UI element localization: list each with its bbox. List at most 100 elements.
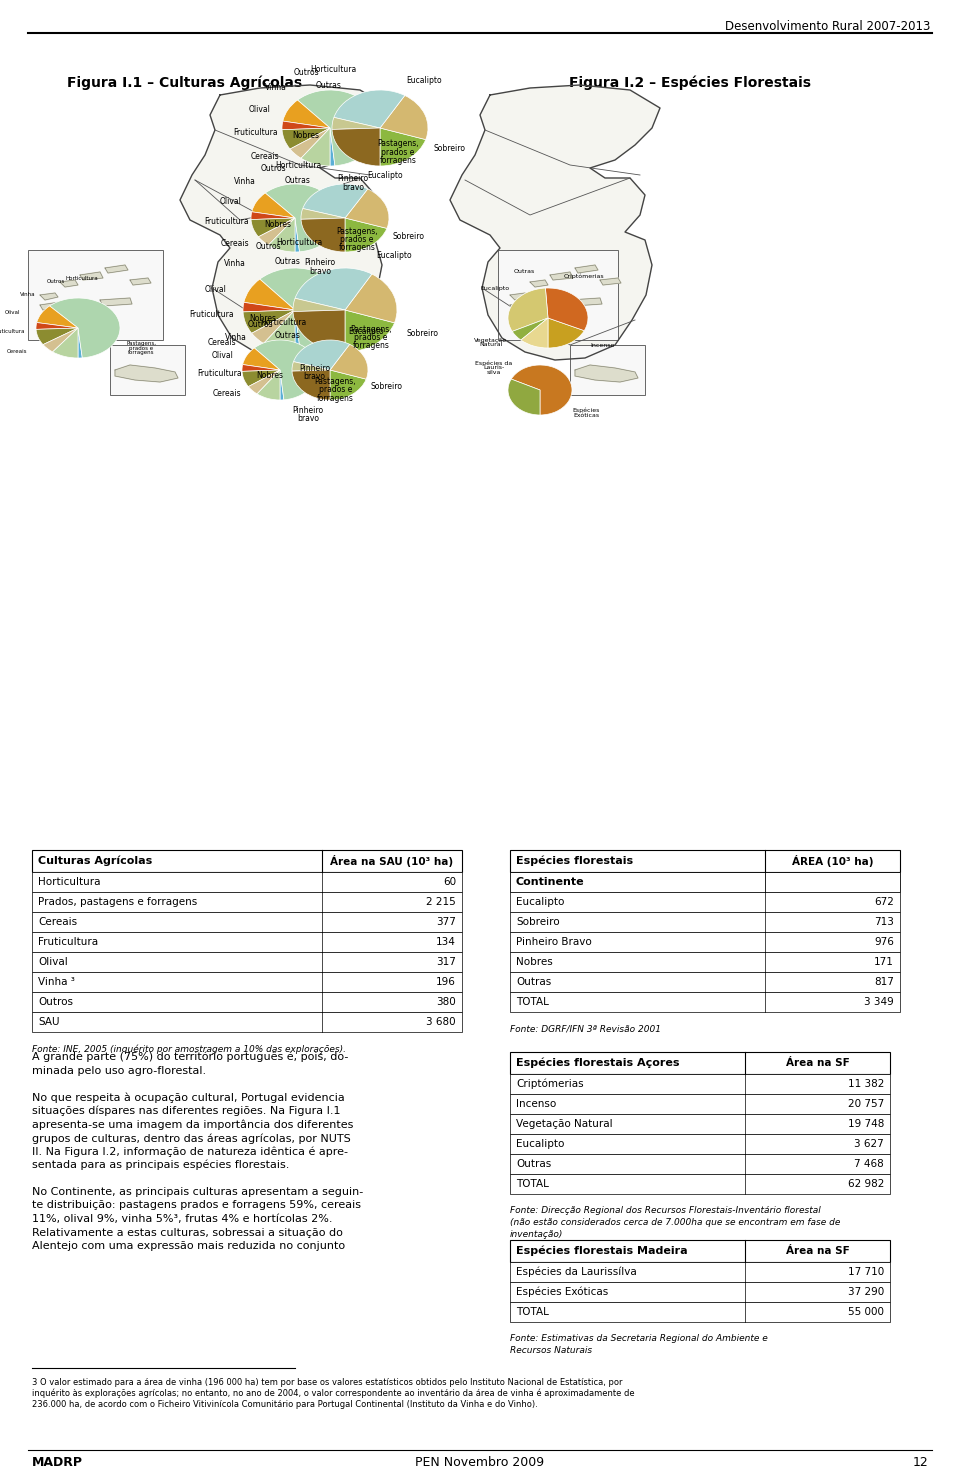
Text: Olival: Olival xyxy=(38,957,68,967)
Bar xyxy=(570,345,645,395)
Text: No Continente, as principais culturas apresentam a seguin-: No Continente, as principais culturas ap… xyxy=(32,1186,363,1197)
Text: Outros: Outros xyxy=(255,241,281,250)
Text: Olival: Olival xyxy=(211,351,233,360)
Text: Pastagens,
prados e
forragens: Pastagens, prados e forragens xyxy=(126,341,156,355)
Wedge shape xyxy=(301,218,345,252)
Wedge shape xyxy=(298,90,378,166)
Text: 3 O valor estimado para a área de vinha (196 000 ha) tem por base os valores est: 3 O valor estimado para a área de vinha … xyxy=(32,1377,622,1388)
Text: Eucalipto: Eucalipto xyxy=(481,286,510,290)
Text: Olival: Olival xyxy=(5,310,20,315)
Wedge shape xyxy=(508,379,540,415)
Bar xyxy=(32,912,462,932)
Wedge shape xyxy=(282,121,330,130)
Text: 171: 171 xyxy=(875,957,894,967)
Text: Fruticultura: Fruticultura xyxy=(197,369,242,378)
Polygon shape xyxy=(570,298,602,307)
Text: (não estão considerados cerca de 7.000ha que se encontram em fase de: (não estão considerados cerca de 7.000ha… xyxy=(510,1217,840,1226)
Bar xyxy=(510,1154,890,1174)
Bar xyxy=(28,250,163,341)
Text: Eucalipto: Eucalipto xyxy=(368,170,403,179)
Bar xyxy=(510,972,900,992)
Text: 817: 817 xyxy=(875,977,894,986)
Polygon shape xyxy=(530,280,548,287)
Text: Incenso: Incenso xyxy=(590,344,614,348)
Text: apresenta-se uma imagem da importância dos diferentes: apresenta-se uma imagem da importância d… xyxy=(32,1120,353,1130)
Bar xyxy=(510,1094,890,1114)
Text: Fruticultura: Fruticultura xyxy=(204,218,250,227)
Polygon shape xyxy=(130,278,151,284)
Wedge shape xyxy=(332,127,380,166)
Wedge shape xyxy=(545,287,588,330)
Wedge shape xyxy=(53,327,78,358)
Text: Área na SF: Área na SF xyxy=(785,1057,850,1068)
Text: Sobreiro: Sobreiro xyxy=(393,233,425,241)
Text: Pastagens,
prados e
forragens: Pastagens, prados e forragens xyxy=(350,324,392,351)
Text: sentada para as principais espécies florestais.: sentada para as principais espécies flor… xyxy=(32,1160,289,1170)
Text: Pastagens,
prados e
forragens: Pastagens, prados e forragens xyxy=(377,139,419,164)
Text: Continente: Continente xyxy=(516,877,585,887)
Text: Cereais: Cereais xyxy=(221,238,250,247)
Wedge shape xyxy=(252,310,295,344)
Text: Pinheiro Bravo: Pinheiro Bravo xyxy=(516,937,591,946)
Text: Espécies da
Lauris-
silva: Espécies da Lauris- silva xyxy=(475,360,513,375)
Wedge shape xyxy=(252,193,295,218)
Bar xyxy=(510,872,900,892)
Text: 37 290: 37 290 xyxy=(848,1287,884,1297)
Wedge shape xyxy=(36,307,78,327)
Text: II. Na Figura I.2, informação de natureza idêntica é apre-: II. Na Figura I.2, informação de naturez… xyxy=(32,1146,348,1157)
Text: Horticultura: Horticultura xyxy=(276,161,322,170)
Text: Espécies florestais Madeira: Espécies florestais Madeira xyxy=(516,1246,687,1256)
Wedge shape xyxy=(254,341,318,400)
Text: 976: 976 xyxy=(875,937,894,946)
Wedge shape xyxy=(242,364,280,372)
Text: Eucalipto: Eucalipto xyxy=(516,897,564,906)
Wedge shape xyxy=(293,298,345,311)
Text: 60: 60 xyxy=(443,877,456,887)
Text: Recursos Naturais: Recursos Naturais xyxy=(510,1346,592,1355)
Bar xyxy=(510,952,900,972)
Text: Incenso: Incenso xyxy=(516,1099,556,1109)
Text: Horticultura: Horticultura xyxy=(38,877,101,887)
Wedge shape xyxy=(345,218,387,252)
Polygon shape xyxy=(600,278,621,284)
Text: Pastagens,
prados e
forragens: Pastagens, prados e forragens xyxy=(336,227,378,252)
Text: Outras: Outras xyxy=(285,176,311,185)
Text: minada pelo uso agro-florestal.: minada pelo uso agro-florestal. xyxy=(32,1065,206,1075)
Text: Figura I.1 – Culturas Agrícolas: Figura I.1 – Culturas Agrícolas xyxy=(67,76,302,89)
Bar xyxy=(510,1052,890,1074)
Polygon shape xyxy=(510,293,528,301)
Text: Pinheiro
bravo: Pinheiro bravo xyxy=(292,406,324,424)
Wedge shape xyxy=(294,341,349,370)
Text: 3 627: 3 627 xyxy=(854,1139,884,1149)
Text: inventação): inventação) xyxy=(510,1231,564,1240)
Wedge shape xyxy=(249,370,280,394)
Text: Espécies florestais Açores: Espécies florestais Açores xyxy=(516,1057,680,1068)
Text: 196: 196 xyxy=(436,977,456,986)
Text: Sobreiro: Sobreiro xyxy=(516,917,560,927)
Polygon shape xyxy=(100,298,132,307)
Bar xyxy=(510,1283,890,1302)
Text: Criptómerias: Criptómerias xyxy=(516,1078,584,1089)
Text: Vinha: Vinha xyxy=(224,259,246,268)
Text: Vinha: Vinha xyxy=(20,292,36,296)
Polygon shape xyxy=(575,364,638,382)
Text: Cereais: Cereais xyxy=(208,338,236,347)
Text: Nobres: Nobres xyxy=(264,221,291,230)
Text: TOTAL: TOTAL xyxy=(516,1179,549,1189)
Text: Nobres: Nobres xyxy=(516,957,553,967)
Text: Fonte: Estimativas da Secretaria Regional do Ambiente e: Fonte: Estimativas da Secretaria Regiona… xyxy=(510,1334,768,1343)
Polygon shape xyxy=(180,84,390,360)
Text: Área na SF: Área na SF xyxy=(785,1246,850,1256)
Wedge shape xyxy=(36,327,78,345)
Wedge shape xyxy=(345,274,397,323)
Text: Pinheiro
bravo: Pinheiro bravo xyxy=(300,364,330,381)
Text: Outros: Outros xyxy=(294,68,319,77)
Text: Vinha: Vinha xyxy=(225,333,247,342)
Text: 17 710: 17 710 xyxy=(848,1268,884,1277)
Text: situações díspares nas diferentes regiões. Na Figura I.1: situações díspares nas diferentes regiõe… xyxy=(32,1106,341,1117)
Bar xyxy=(510,1074,890,1094)
Bar xyxy=(110,345,185,395)
Wedge shape xyxy=(257,370,280,400)
Polygon shape xyxy=(40,302,62,310)
Bar xyxy=(32,892,462,912)
